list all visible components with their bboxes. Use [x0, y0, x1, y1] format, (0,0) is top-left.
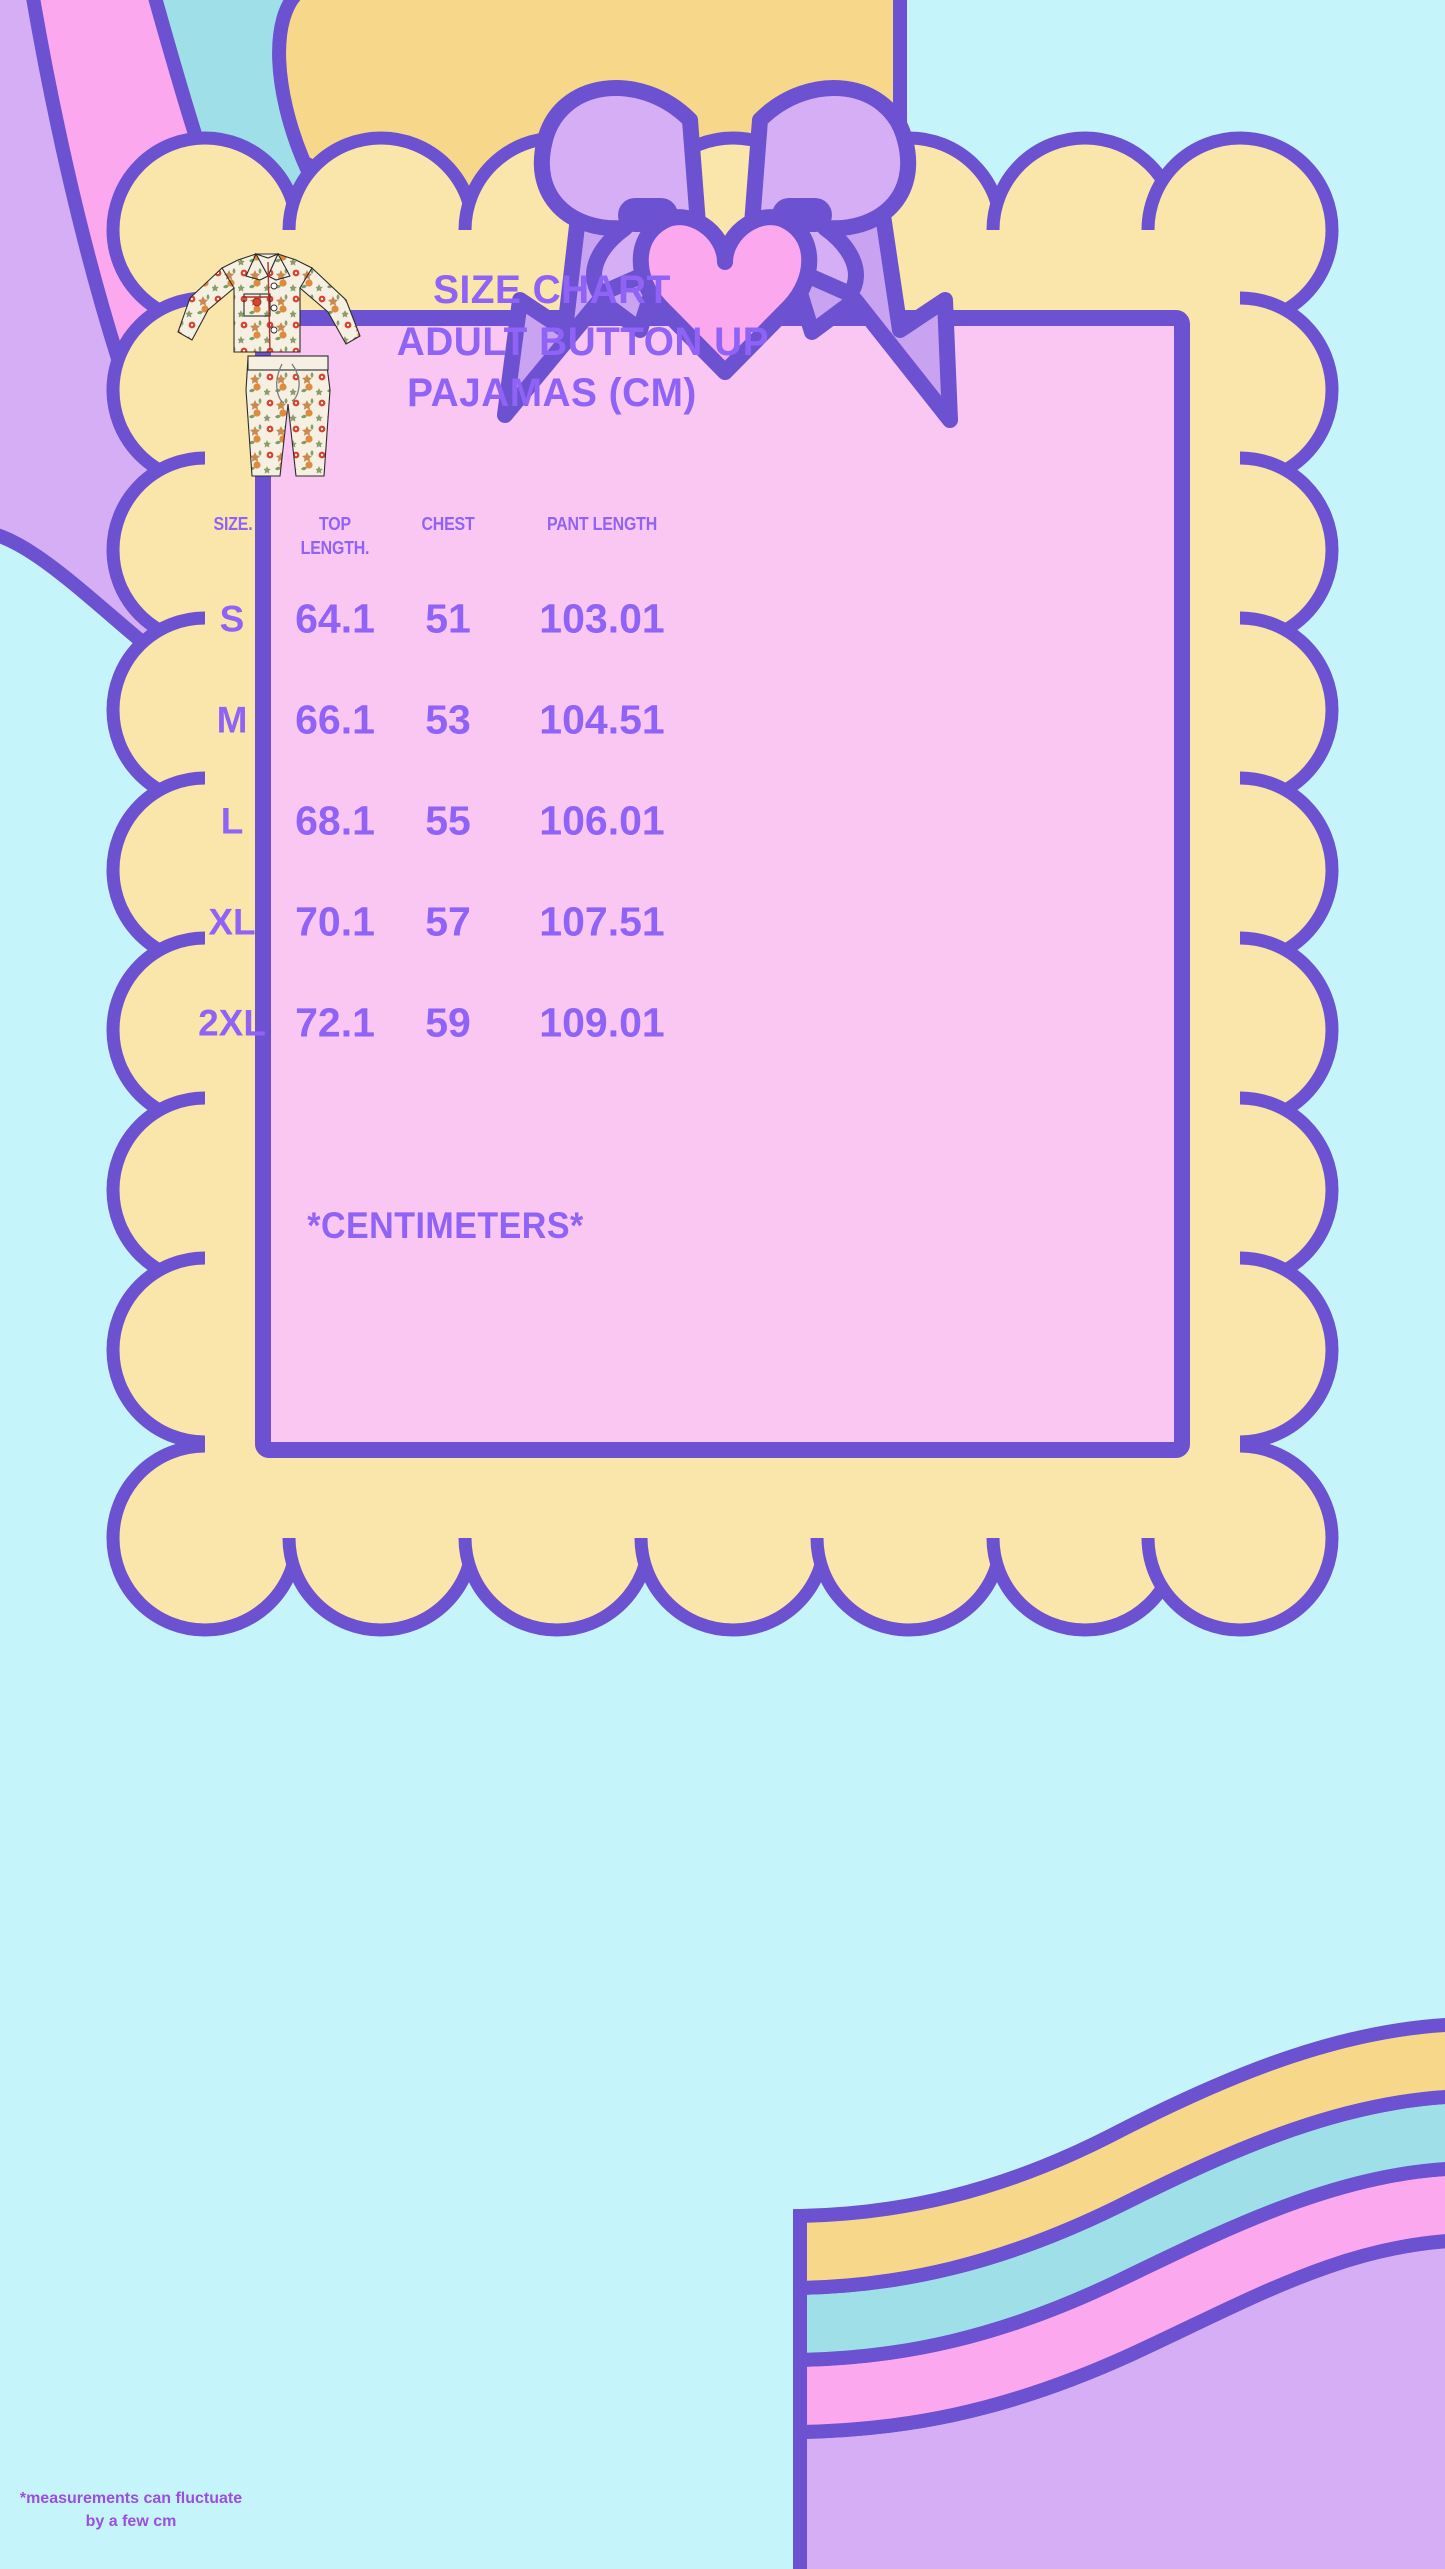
table-row: M 66.1 53 104.51 [176, 669, 716, 770]
size-table: SIZE. TOP LENGTH. CHEST PANT LENGTH S 64… [176, 492, 716, 1073]
table-row: L 68.1 55 106.01 [176, 770, 716, 871]
cell-pant-length: 104.51 [539, 696, 665, 742]
table-row: S 64.1 51 103.01 [176, 568, 716, 669]
bow-loop-left [533, 80, 708, 302]
column-header-size: SIZE. [213, 513, 253, 534]
pajama-set-illustration [177, 252, 361, 477]
wave-band-yellow [0, 0, 907, 230]
cell-size: L [220, 800, 244, 841]
cell-top-length: 72.1 [295, 999, 375, 1045]
cell-pant-length: 106.01 [539, 797, 665, 843]
cell-pant-length: 107.51 [539, 898, 665, 944]
pajama-waistband [247, 355, 329, 371]
cell-pant-length: 109.01 [539, 999, 665, 1045]
cell-size: XL [208, 901, 256, 942]
pajama-placket [267, 261, 271, 353]
column-header-pant-length: PANT LENGTH [546, 513, 658, 534]
wave-band-yellow-2 [793, 2018, 1445, 2296]
wave-band-lilac-2 [793, 2234, 1445, 2569]
disclaimer-line-2: by a few cm [85, 2513, 177, 2531]
cell-chest: 57 [425, 898, 471, 944]
table-row: XL 70.1 57 107.51 [176, 871, 716, 972]
cell-chest: 55 [425, 797, 471, 843]
units-note: *CENTIMETERS* [307, 1205, 584, 1246]
pajama-pocket [243, 293, 271, 317]
cell-chest: 59 [425, 999, 471, 1045]
page-title: SIZE CHART ADULT BUTTON UP PAJAMAS (CM) [396, 265, 770, 420]
wave-band-pink-2 [793, 2162, 1445, 2440]
bow-tail-right [754, 162, 958, 428]
table-header-row: SIZE. TOP LENGTH. CHEST PANT LENGTH [176, 492, 716, 568]
cell-size: S [219, 598, 245, 639]
pajama-pants [245, 357, 331, 477]
title-line-3: PAJAMAS (CM) [407, 371, 697, 416]
pajama-sleeve-right [299, 267, 361, 345]
title-line-1: SIZE CHART [433, 268, 671, 312]
cell-top-length: 66.1 [295, 696, 375, 742]
measurement-disclaimer: *measurements can fluctuate by a few cm [6, 2487, 256, 2533]
cell-pant-length: 103.01 [539, 595, 665, 641]
cell-size: 2XL [198, 1002, 266, 1043]
cell-chest: 51 [425, 595, 471, 641]
cell-top-length: 64.1 [295, 595, 375, 641]
cell-top-length: 70.1 [295, 898, 375, 944]
disclaimer-line-1: *measurements can fluctuate [19, 2490, 243, 2507]
cell-top-length: 68.1 [295, 797, 375, 843]
title-line-2: ADULT BUTTON UP [396, 319, 770, 364]
table-row: 2XL 72.1 59 109.01 [176, 972, 716, 1073]
bow-loop-right [742, 80, 917, 302]
column-header-chest: CHEST [421, 513, 475, 534]
pajama-sleeve-left [177, 267, 235, 341]
cell-size: M [216, 699, 248, 740]
column-header-top-length: TOP LENGTH. [300, 513, 370, 559]
cell-chest: 53 [425, 696, 471, 742]
pajama-drawstring [276, 363, 285, 404]
wave-band-teal-2 [793, 2090, 1445, 2368]
